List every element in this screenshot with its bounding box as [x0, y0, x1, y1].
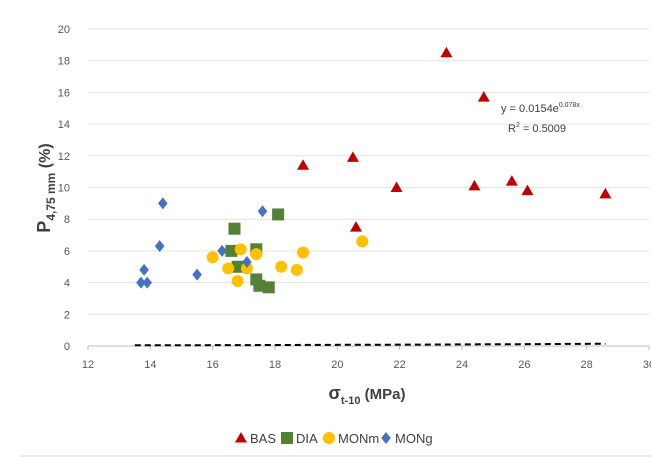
- series-mong: [136, 197, 268, 289]
- data-point-monm: [206, 251, 219, 264]
- data-point-monm: [275, 260, 288, 273]
- x-tick-label: 30: [643, 359, 651, 371]
- y-tick-label: 16: [58, 87, 70, 99]
- legend-label-bas: BAS: [250, 431, 276, 446]
- x-tick-label: 18: [269, 359, 281, 371]
- legend-item-monm: MONm: [323, 431, 379, 446]
- y-tick-label: 14: [58, 119, 70, 131]
- legend-marker-dia: [281, 432, 293, 444]
- trendline-equation: y = 0.0154e0.078x: [501, 102, 580, 115]
- x-tick-label: 24: [456, 359, 468, 371]
- y-tick-label: 10: [58, 183, 70, 195]
- legend-item-dia: DIA: [281, 431, 318, 446]
- data-point-monm: [231, 275, 244, 288]
- data-point-bas: [346, 151, 359, 162]
- data-point-dia: [250, 273, 263, 286]
- legend-item-mong: MONg: [381, 431, 433, 446]
- data-point-mong: [139, 263, 149, 276]
- legend-marker-mong: [381, 432, 391, 444]
- x-tick-label: 22: [394, 359, 406, 371]
- data-point-mong: [242, 255, 252, 268]
- x-tick-label: 12: [82, 359, 94, 371]
- y-tick-labels: 0 2 4 6 8 10 12 14 16 18 20: [58, 24, 70, 353]
- data-point-monm: [250, 248, 263, 261]
- data-point-monm: [234, 243, 247, 256]
- data-point-mong: [142, 276, 153, 289]
- data-point-monm: [222, 262, 235, 275]
- data-point-mong: [158, 197, 168, 210]
- data-point-mong: [257, 205, 268, 218]
- trendline: [134, 342, 606, 347]
- data-point-bas: [350, 221, 363, 232]
- y-tick-label: 0: [64, 341, 70, 353]
- legend-label-dia: DIA: [296, 431, 318, 446]
- x-tick-label: 26: [518, 359, 530, 371]
- data-point-bas: [468, 179, 481, 191]
- y-tick-label: 20: [58, 24, 70, 36]
- data-point-dia: [272, 208, 285, 221]
- y-tick-label: 18: [58, 56, 70, 68]
- y-axis-title: P4,75 mm (%): [34, 143, 58, 232]
- y-tick-label: 6: [64, 246, 70, 258]
- series-bas: [297, 46, 612, 232]
- y-tick-label: 8: [64, 214, 70, 226]
- data-point-bas: [599, 187, 612, 199]
- data-point-monm: [290, 263, 303, 276]
- x-tick-label: 20: [331, 359, 343, 371]
- legend-label-mong: MONg: [395, 431, 433, 446]
- x-axis-title: σt-10 (MPa): [329, 383, 406, 407]
- legend-label-monm: MONm: [338, 431, 379, 446]
- x-tick-label: 14: [144, 359, 156, 371]
- x-tick-label: 16: [207, 359, 219, 371]
- data-point-bas: [390, 181, 403, 192]
- data-point-dia: [262, 281, 275, 294]
- data-point-monm: [356, 235, 369, 248]
- y-tick-label: 4: [64, 278, 70, 290]
- data-point-dia: [228, 222, 241, 235]
- series-monm: [206, 235, 369, 288]
- data-point-mong: [136, 276, 146, 289]
- data-point-monm: [297, 246, 310, 259]
- data-point-bas: [440, 46, 453, 58]
- axes: [87, 345, 650, 350]
- trendline-r-squared: R2 = 0.5009: [508, 122, 566, 135]
- gridlines: [88, 28, 649, 315]
- trendline-curve: [134, 342, 606, 347]
- data-point-bas: [297, 159, 310, 170]
- data-point-mong: [154, 240, 165, 253]
- data-point-monm: [240, 262, 253, 275]
- data-points: [136, 46, 612, 294]
- legend-marker-bas: [235, 432, 247, 443]
- legend-item-bas: BAS: [235, 431, 276, 446]
- legend: BAS DIA MONm MONg: [235, 431, 433, 446]
- data-point-mong: [192, 268, 202, 281]
- legend-marker-monm: [323, 432, 335, 444]
- x-tick-labels: 12 14 16 18 20 22 24 26 28 30: [82, 359, 651, 371]
- x-tick-label: 28: [581, 359, 593, 371]
- data-point-bas: [505, 175, 518, 186]
- y-tick-label: 12: [58, 151, 70, 163]
- data-point-mong: [217, 244, 227, 257]
- data-point-bas: [521, 184, 534, 196]
- data-point-dia: [231, 260, 244, 273]
- y-tick-label: 2: [64, 309, 70, 321]
- data-point-dia: [225, 244, 238, 257]
- data-point-bas: [477, 91, 490, 102]
